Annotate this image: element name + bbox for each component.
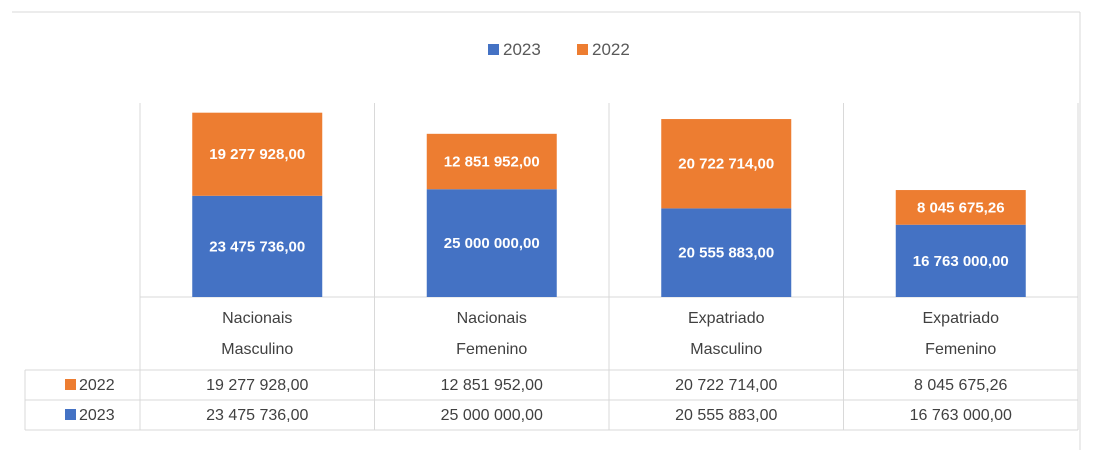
data-label: 12 851 952,00 xyxy=(444,153,540,170)
legend-key xyxy=(65,379,76,390)
category-label: Expatriado Masculino xyxy=(688,309,765,358)
table-cell: 20 722 714,00 xyxy=(675,377,777,394)
table-cell: 12 851 952,00 xyxy=(441,377,543,394)
category-cell: Nacionais Masculino xyxy=(140,297,375,370)
legend-label: 2022 xyxy=(592,40,630,59)
legend-swatch xyxy=(577,44,588,55)
legend: 2023 2022 xyxy=(488,40,630,59)
category-label: Nacionais Masculino xyxy=(221,309,294,358)
data-label: 20 722 714,00 xyxy=(678,156,774,173)
data-label: 20 555 883,00 xyxy=(678,245,774,262)
data-label: 8 045 675,26 xyxy=(917,199,1005,216)
category-cell: Expatriado Femenino xyxy=(844,297,1079,370)
table-header-cell: Nacionais Femenino xyxy=(375,297,610,370)
row-label: 2023 xyxy=(79,407,115,424)
category-cell: Expatriado Masculino xyxy=(609,297,844,370)
data-label: 16 763 000,00 xyxy=(913,253,1009,270)
bar-segment xyxy=(192,112,323,196)
table-cell: 23 475 736,00 xyxy=(206,407,308,424)
table-header-cell: Expatriado Masculino xyxy=(609,297,844,370)
bar-segment xyxy=(426,133,557,190)
legend-swatch xyxy=(488,44,499,55)
table-cell: 16 763 000,00 xyxy=(910,407,1012,424)
bar-segment xyxy=(661,119,792,209)
category-label: Nacionais Femenino xyxy=(456,309,528,358)
category-label: Expatriado Femenino xyxy=(922,309,1000,358)
legend-key xyxy=(65,409,76,420)
legend-label: 2023 xyxy=(503,40,541,59)
table-cell: 25 000 000,00 xyxy=(441,407,543,424)
table-cell: 19 277 928,00 xyxy=(206,377,308,394)
bar-segment xyxy=(426,189,557,297)
bar-segment xyxy=(895,224,1026,297)
table-cell: 20 555 883,00 xyxy=(675,407,777,424)
data-label: 19 277 928,00 xyxy=(209,146,305,163)
bar-segment xyxy=(661,208,792,297)
bar-segment xyxy=(895,190,1026,225)
category-cell: Nacionais Femenino xyxy=(375,297,610,370)
data-label: 25 000 000,00 xyxy=(444,235,540,252)
table-header-cell: Expatriado Femenino xyxy=(844,297,1079,370)
row-label: 2022 xyxy=(79,377,115,394)
table-cell: 8 045 675,26 xyxy=(914,377,1008,394)
table-header-cell: Nacionais Masculino xyxy=(140,297,375,370)
bar-segment xyxy=(192,195,323,297)
data-label: 23 475 736,00 xyxy=(209,238,305,255)
